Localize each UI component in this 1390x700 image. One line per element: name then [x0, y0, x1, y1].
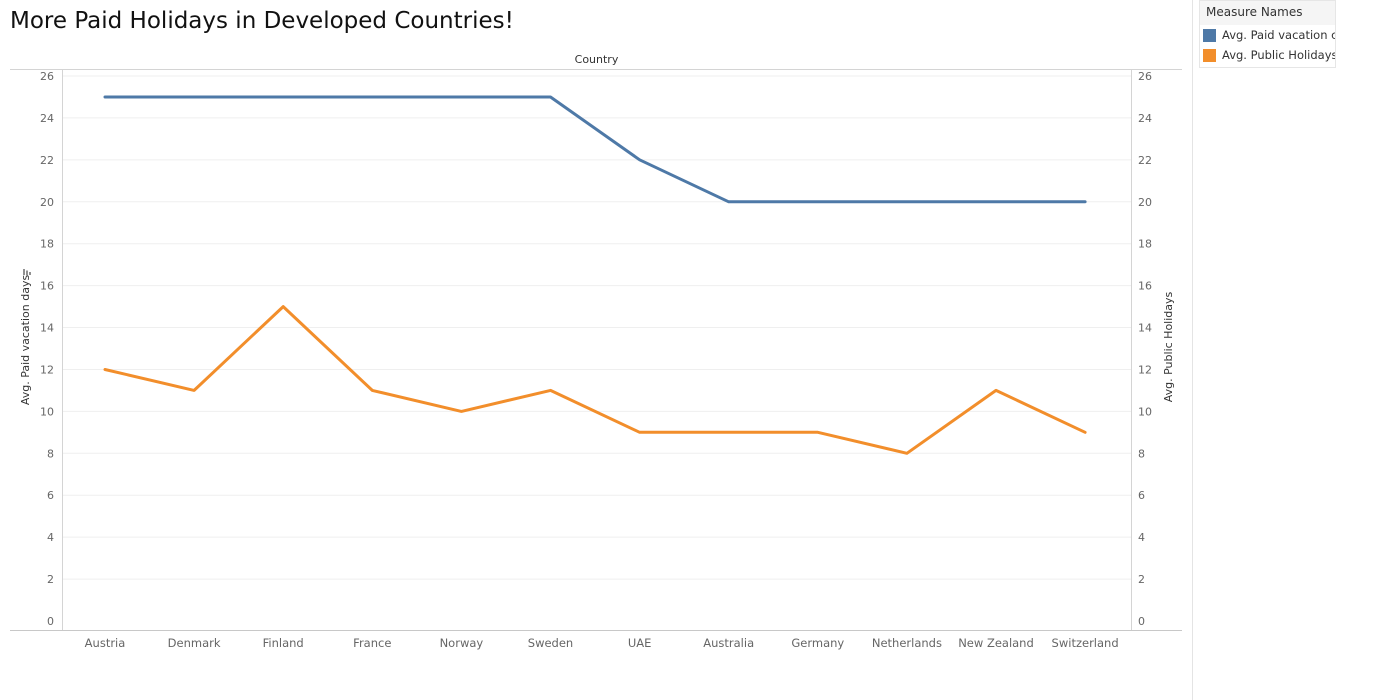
y-tick-label-right: 24 [1138, 112, 1152, 125]
y-tick-label-right: 20 [1138, 196, 1152, 209]
x-tick-label: Switzerland [1052, 636, 1119, 650]
y-tick-label-left: 2 [47, 573, 54, 586]
y-tick-label-right: 10 [1138, 405, 1152, 418]
y-tick-label-right: 8 [1138, 447, 1145, 460]
y-tick-label-right: 22 [1138, 154, 1152, 167]
y-tick-label-left: 4 [47, 531, 54, 544]
x-tick-label: Germany [791, 636, 844, 650]
y-tick-label-left: 14 [40, 322, 54, 335]
chart-title: More Paid Holidays in Developed Countrie… [10, 8, 514, 34]
legend-swatch [1203, 49, 1216, 62]
legend-title: Measure Names [1200, 1, 1335, 25]
y-axis-title-right: Avg. Public Holidays [1162, 291, 1175, 402]
panel-divider [1192, 0, 1193, 700]
y-tick-label-left: 24 [40, 112, 54, 125]
x-tick-label: Finland [263, 636, 304, 650]
y-tick-label-right: 12 [1138, 363, 1152, 376]
y-tick-label-left: 10 [40, 405, 54, 418]
y-tick-label-left: 16 [40, 280, 54, 293]
x-axis-title: Country [575, 53, 619, 66]
x-tick-label: UAE [628, 636, 652, 650]
y-tick-label-left: 18 [40, 238, 54, 251]
series-lines [103, 95, 1087, 455]
legend-item-public-holidays[interactable]: Avg. Public Holidays [1200, 45, 1335, 65]
x-tick-label: France [353, 636, 391, 650]
y-axis-title-left: Avg. Paid vacation days [19, 275, 32, 406]
y-tick-label-left: 8 [47, 447, 54, 460]
x-tick-label: Netherlands [872, 636, 942, 650]
x-tick-label: Australia [703, 636, 754, 650]
y-tick-label-right: 14 [1138, 322, 1152, 335]
x-tick-label: Sweden [528, 636, 573, 650]
legend-label: Avg. Public Holidays [1222, 48, 1336, 62]
y-tick-label-right: 26 [1138, 70, 1152, 83]
y-tick-label-right: 16 [1138, 280, 1152, 293]
y-tick-label-left: 26 [40, 70, 54, 83]
y-tick-label-right: 0 [1138, 615, 1145, 628]
y-tick-label-left: 22 [40, 154, 54, 167]
legend-item-paid-vacation[interactable]: Avg. Paid vacation c [1200, 25, 1335, 45]
gridlines [62, 75, 1131, 580]
x-tick-label: Austria [85, 636, 126, 650]
y-tick-label-right: 18 [1138, 238, 1152, 251]
sort-icon[interactable] [22, 268, 32, 276]
y-tick-label-left: 12 [40, 363, 54, 376]
series-line-paid-vacation[interactable] [103, 95, 1087, 204]
x-tick-label: Norway [440, 636, 484, 650]
y-tick-label-left: 0 [47, 615, 54, 628]
y-tick-label-right: 2 [1138, 573, 1145, 586]
series-line-public-holidays[interactable] [103, 305, 1087, 455]
y-tick-label-left: 20 [40, 196, 54, 209]
legend-swatch [1203, 29, 1216, 42]
legend-label: Avg. Paid vacation c [1222, 28, 1336, 42]
y-tick-label-left: 6 [47, 489, 54, 502]
x-tick-label: Denmark [168, 636, 221, 650]
y-tick-label-right: 6 [1138, 489, 1145, 502]
line-chart: Country Avg. Paid vacation days Avg. Pub… [10, 53, 1182, 650]
legend[interactable]: Measure Names Avg. Paid vacation c Avg. … [1199, 0, 1336, 68]
x-tick-label: New Zealand [958, 636, 1034, 650]
y-tick-label-right: 4 [1138, 531, 1145, 544]
